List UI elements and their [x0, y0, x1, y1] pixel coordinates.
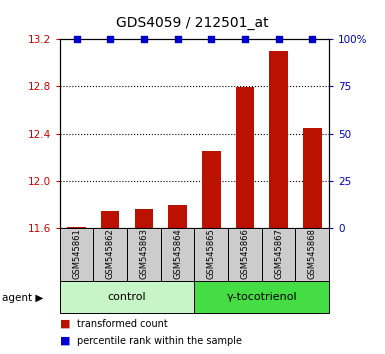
- Text: ■: ■: [60, 336, 70, 346]
- Text: percentile rank within the sample: percentile rank within the sample: [77, 336, 242, 346]
- Bar: [236, 87, 254, 228]
- Point: [242, 36, 248, 42]
- Bar: [60, 281, 194, 313]
- Point: [74, 36, 80, 42]
- Bar: [135, 209, 153, 228]
- Bar: [168, 205, 187, 228]
- Text: GSM545863: GSM545863: [139, 228, 148, 279]
- Text: GSM545861: GSM545861: [72, 228, 81, 279]
- Point: [141, 36, 147, 42]
- Bar: [262, 228, 296, 281]
- Text: transformed count: transformed count: [77, 319, 168, 329]
- Point: [276, 36, 282, 42]
- Text: γ-tocotrienol: γ-tocotrienol: [226, 292, 297, 302]
- Text: GSM545862: GSM545862: [106, 228, 115, 279]
- Text: GSM545866: GSM545866: [241, 228, 249, 279]
- Text: ■: ■: [60, 319, 70, 329]
- Bar: [161, 228, 194, 281]
- Bar: [101, 211, 119, 228]
- Bar: [270, 51, 288, 228]
- Bar: [303, 128, 321, 228]
- Text: GSM545868: GSM545868: [308, 228, 317, 279]
- Bar: [228, 228, 262, 281]
- Bar: [127, 228, 161, 281]
- Text: GSM545867: GSM545867: [274, 228, 283, 279]
- Point: [208, 36, 214, 42]
- Bar: [194, 281, 329, 313]
- Point: [174, 36, 181, 42]
- Bar: [202, 152, 221, 228]
- Bar: [60, 228, 93, 281]
- Bar: [93, 228, 127, 281]
- Text: control: control: [108, 292, 146, 302]
- Text: GDS4059 / 212501_at: GDS4059 / 212501_at: [116, 16, 269, 30]
- Bar: [67, 227, 86, 228]
- Bar: [296, 228, 329, 281]
- Text: agent ▶: agent ▶: [2, 293, 43, 303]
- Point: [107, 36, 113, 42]
- Bar: [194, 228, 228, 281]
- Text: GSM545865: GSM545865: [207, 228, 216, 279]
- Point: [309, 36, 315, 42]
- Text: GSM545864: GSM545864: [173, 228, 182, 279]
